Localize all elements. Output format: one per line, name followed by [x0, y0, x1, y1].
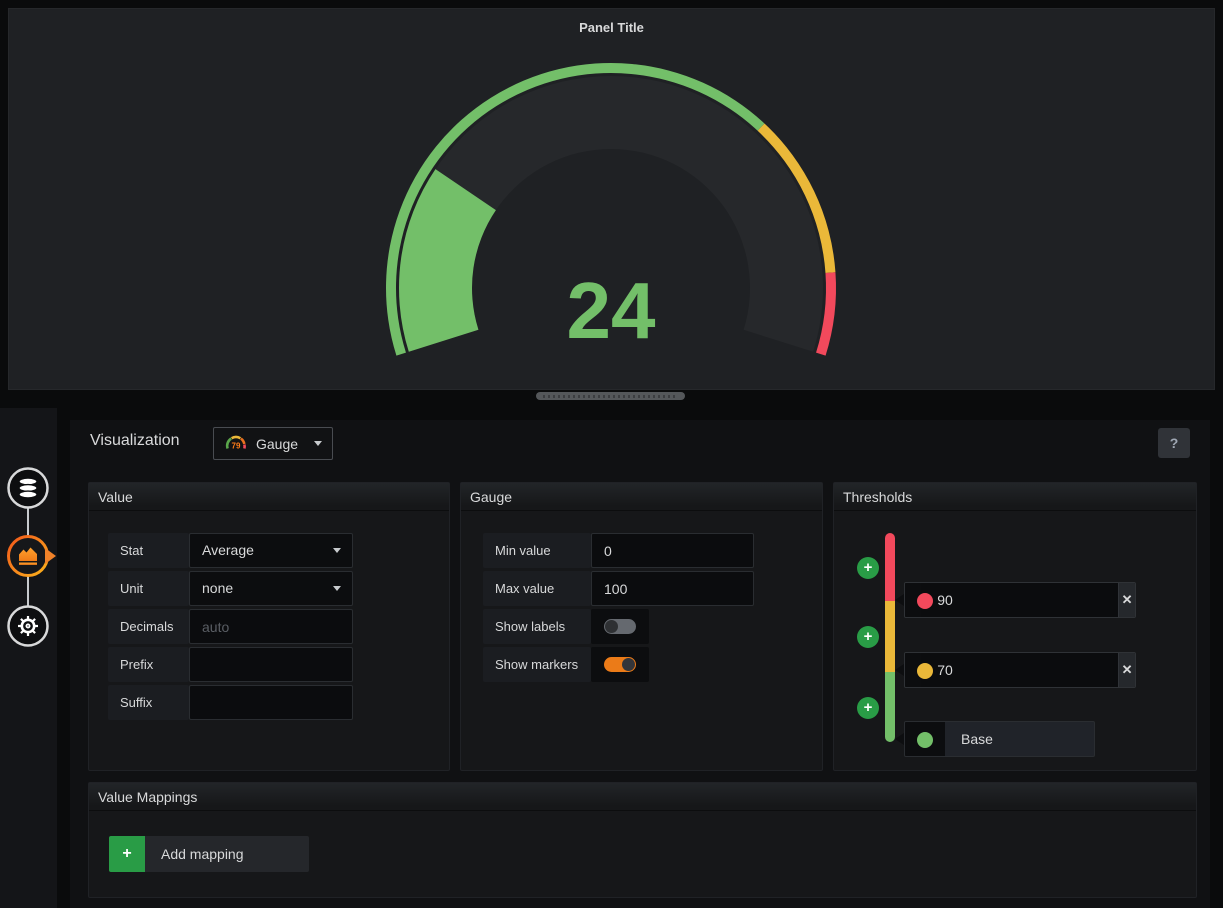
show-markers-toggle[interactable] [591, 647, 649, 682]
decimals-field: Decimals [89, 609, 449, 644]
min-value-field: Min value [461, 533, 822, 568]
editor-heading: Visualization [90, 432, 180, 449]
help-button[interactable]: ? [1158, 428, 1190, 458]
database-icon [7, 467, 49, 509]
show-labels-field: Show labels [461, 609, 822, 644]
threshold-color-bar [885, 533, 895, 742]
thresholds-section-title: Thresholds [834, 483, 1196, 511]
max-value-label: Max value [483, 571, 591, 606]
unit-select[interactable]: none [189, 571, 353, 606]
threshold-pointer [895, 733, 904, 745]
value-section-title: Value [89, 483, 449, 511]
max-value-field: Max value [461, 571, 822, 606]
threshold-row: ✕ [904, 652, 1136, 688]
threshold-row: ✕ [904, 582, 1136, 618]
visualization-editor: Visualization 79 Gauge ? Value Stat [70, 420, 1210, 908]
stat-field: Stat Average [89, 533, 449, 568]
stat-select[interactable]: Average [189, 533, 353, 568]
area-chart-icon [7, 535, 49, 577]
chevron-down-icon [314, 441, 322, 446]
decimals-input[interactable] [189, 609, 353, 644]
threshold-color-picker[interactable] [905, 653, 933, 687]
viz-type-label: Gauge [256, 435, 299, 452]
threshold-color-picker[interactable] [905, 583, 933, 617]
prefix-field: Prefix [89, 647, 449, 682]
plus-icon: + [109, 836, 145, 872]
threshold-value-input[interactable] [921, 583, 1119, 617]
suffix-field: Suffix [89, 685, 449, 720]
add-mapping-button[interactable]: + Add mapping [109, 836, 309, 872]
value-mappings-section: Value Mappings + Add mapping [88, 782, 1197, 898]
gauge-panel: 24 Panel Title [8, 8, 1215, 390]
sidebar-tab-general[interactable] [6, 604, 50, 648]
remove-threshold-button[interactable]: ✕ [1118, 583, 1135, 617]
threshold-pointer [895, 664, 904, 676]
suffix-input[interactable] [189, 685, 353, 720]
gauge-section: Gauge Min value Max value Show labels [460, 482, 823, 771]
suffix-label: Suffix [108, 685, 189, 720]
stat-label: Stat [108, 533, 189, 568]
max-value-input[interactable] [591, 571, 754, 606]
unit-field: Unit none [89, 571, 449, 606]
show-labels-label: Show labels [483, 609, 591, 644]
threshold-color-dot [917, 593, 933, 609]
value-section: Value Stat Average Unit none Decimals [88, 482, 450, 771]
show-labels-toggle[interactable] [591, 609, 649, 644]
value-mappings-title: Value Mappings [89, 783, 1196, 811]
viz-type-picker[interactable]: 79 Gauge [213, 427, 333, 460]
threshold-base-label: Base [961, 731, 993, 747]
panel-title: Panel Title [579, 20, 644, 35]
gear-icon [7, 605, 49, 647]
threshold-base-row: Base [904, 721, 1095, 757]
threshold-color-dot [917, 663, 933, 679]
gauge-value: 24 [567, 266, 656, 355]
svg-text:79: 79 [232, 442, 241, 451]
sidebar-tab-visualization[interactable] [6, 534, 50, 578]
gauge-icon: 79 [225, 435, 246, 451]
active-tab-arrow [45, 548, 56, 564]
threshold-color-dot [917, 732, 933, 748]
chevron-down-icon [333, 586, 341, 591]
remove-threshold-button[interactable]: ✕ [1118, 653, 1135, 687]
gauge-visualization: 24 [385, 62, 836, 356]
editor-tab-rail [0, 408, 57, 908]
threshold-color-picker[interactable] [905, 722, 945, 756]
show-markers-label: Show markers [483, 647, 591, 682]
gauge-section-title: Gauge [461, 483, 822, 511]
chevron-down-icon [333, 548, 341, 553]
threshold-pointer [895, 594, 904, 606]
add-threshold-button[interactable]: + [857, 557, 879, 579]
thresholds-section: Thresholds + + + ✕ ✕ [833, 482, 1197, 771]
add-threshold-button[interactable]: + [857, 697, 879, 719]
min-value-label: Min value [483, 533, 591, 568]
horizontal-scrollbar[interactable] [536, 392, 685, 400]
unit-label: Unit [108, 571, 189, 606]
min-value-input[interactable] [591, 533, 754, 568]
show-markers-field: Show markers [461, 647, 822, 682]
prefix-label: Prefix [108, 647, 189, 682]
decimals-label: Decimals [108, 609, 189, 644]
prefix-input[interactable] [189, 647, 353, 682]
sidebar-tab-queries[interactable] [6, 466, 50, 510]
threshold-value-input[interactable] [921, 653, 1119, 687]
add-threshold-button[interactable]: + [857, 626, 879, 648]
